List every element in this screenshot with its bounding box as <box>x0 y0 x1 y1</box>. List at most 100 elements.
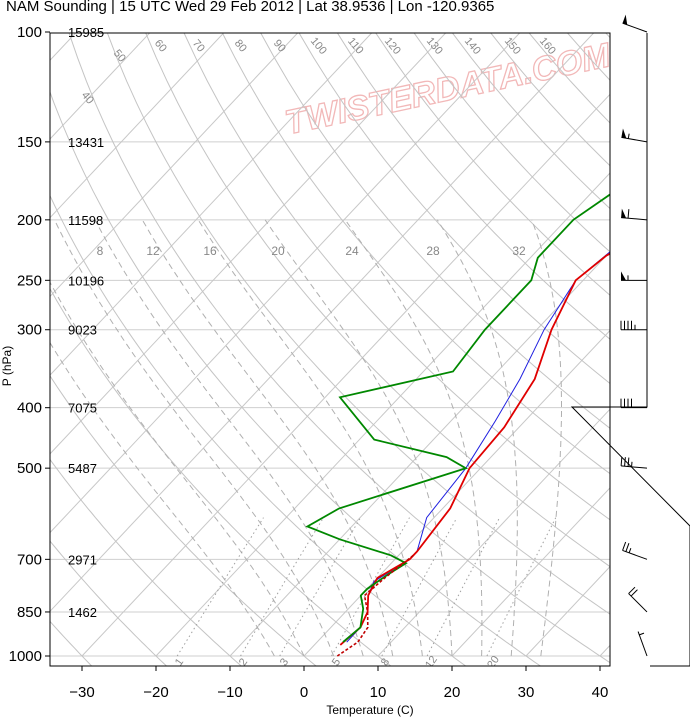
wind-barb <box>620 398 647 409</box>
y-tick-label: 300 <box>17 322 42 339</box>
dry-adiabat-line <box>566 33 610 81</box>
isotherm-line <box>303 329 610 657</box>
mixing-ratio-label: 3 <box>278 656 291 668</box>
wind-barb <box>637 631 648 657</box>
dry-adiabat-line <box>490 33 610 167</box>
mixing-ratio-line <box>279 517 361 657</box>
dry-adiabat-label: 130 <box>424 35 445 57</box>
y-tick-label: 150 <box>17 134 42 151</box>
mixing-ratio-line <box>486 517 557 657</box>
isotherm-line <box>50 33 299 298</box>
y-tick-label: 850 <box>17 604 42 621</box>
wind-barb-staff <box>621 217 648 221</box>
height-label: 10196 <box>68 273 104 288</box>
x-tick-label: 30 <box>518 684 535 701</box>
dry-adiabat-label: 70 <box>190 38 207 55</box>
y-tick-label: 500 <box>17 460 42 477</box>
x-tick-label: 0 <box>300 684 308 701</box>
wind-barb-half-feather <box>627 133 630 139</box>
wind-barb-feather <box>627 209 630 219</box>
wind-barb-flag <box>621 208 627 219</box>
dry-adiabat-label: 50 <box>111 48 128 65</box>
wind-barb <box>620 320 647 331</box>
dry-adiabat-label: 80 <box>232 38 249 55</box>
height-label: 1462 <box>68 605 97 620</box>
isotherm-line <box>451 487 610 657</box>
wind-barb <box>622 541 648 560</box>
wind-barb <box>621 128 648 143</box>
y-tick-label: 700 <box>17 551 42 568</box>
dry-adiabat-line <box>145 33 610 568</box>
isotherm-line <box>50 33 373 376</box>
moist-adiabat-label: 16 <box>203 244 217 258</box>
wind-barb-flag <box>621 128 627 139</box>
moist-adiabat-line <box>94 219 364 657</box>
y-axis-label: P (hPa) <box>0 346 14 386</box>
dry-adiabat-line <box>221 33 610 475</box>
isotherm-line <box>155 172 610 657</box>
sounding-line-1 <box>346 251 610 643</box>
x-tick-label: −10 <box>217 684 242 701</box>
x-axis-label: Temperature (C) <box>326 703 413 717</box>
dry-adiabat-line <box>50 620 93 666</box>
wind-barb-flag <box>622 14 628 25</box>
isotherm-line <box>229 251 610 657</box>
dry-adiabat-line <box>106 33 610 615</box>
height-label: 13431 <box>68 135 104 150</box>
isotherm-line <box>674 32 690 656</box>
x-tick-label: 10 <box>370 684 387 701</box>
wind-barb-staff <box>628 593 648 613</box>
mixing-ratio-label: 1 <box>173 656 186 668</box>
y-tick-label: 100 <box>17 24 42 41</box>
moist-adiabat-label: 24 <box>345 244 359 258</box>
wind-barb-feather <box>628 586 636 594</box>
isotherm-line <box>377 408 610 657</box>
moist-adiabat-line <box>197 219 423 657</box>
dry-adiabat-line <box>298 33 610 385</box>
height-label: 5487 <box>68 461 97 476</box>
wind-barb-flag <box>621 271 626 281</box>
wind-barb-half-feather <box>628 547 632 554</box>
wind-barb-staff <box>621 465 648 469</box>
barb-panel-outline <box>570 33 690 667</box>
moist-adiabat-label: 20 <box>271 244 285 258</box>
isotherm-line <box>50 33 447 455</box>
isotherm-line <box>50 33 521 534</box>
height-label: 9023 <box>68 323 97 338</box>
x-tick-label: 40 <box>592 684 609 701</box>
isotherm-line <box>50 33 595 613</box>
dry-adiabat-label: 110 <box>345 35 365 56</box>
dry-adiabat-label: 40 <box>79 90 96 107</box>
height-label: 7075 <box>68 401 97 416</box>
y-tick-label: 200 <box>17 212 42 229</box>
dry-adiabat-line <box>260 33 610 429</box>
chart-title: NAM Sounding | 15 UTC Wed 29 Feb 2012 | … <box>6 0 495 15</box>
mixing-ratio-line <box>426 517 501 657</box>
moist-adiabat-line <box>50 341 275 657</box>
sounding-line-2 <box>339 252 610 646</box>
isotherm-line <box>50 33 225 219</box>
wind-barb-feather <box>630 589 638 597</box>
plot-frame <box>49 32 611 667</box>
moist-adiabat-label: 8 <box>97 244 104 258</box>
dry-adiabat-line <box>183 33 610 521</box>
wind-barb-feather <box>627 457 630 467</box>
wind-barb-half-feather <box>639 632 645 636</box>
dry-adiabat-line <box>50 194 467 666</box>
wind-barb-staff <box>622 22 648 33</box>
dry-adiabat-line <box>68 33 610 664</box>
moist-adiabat-label: 28 <box>426 244 440 258</box>
height-label: 11598 <box>68 213 103 228</box>
dry-adiabat-label: 90 <box>271 38 288 55</box>
wind-barb <box>620 456 648 469</box>
height-label: 15985 <box>68 25 104 40</box>
wind-barb-feather <box>622 541 627 551</box>
wind-barb <box>628 586 648 613</box>
moist-adiabat-line <box>531 219 562 657</box>
isotherm-line <box>599 644 610 657</box>
moist-adiabat-label: 12 <box>146 244 160 258</box>
moist-adiabat-line <box>54 219 335 657</box>
moist-adiabat-line <box>50 281 305 657</box>
dry-adiabat-label: 140 <box>462 35 483 57</box>
